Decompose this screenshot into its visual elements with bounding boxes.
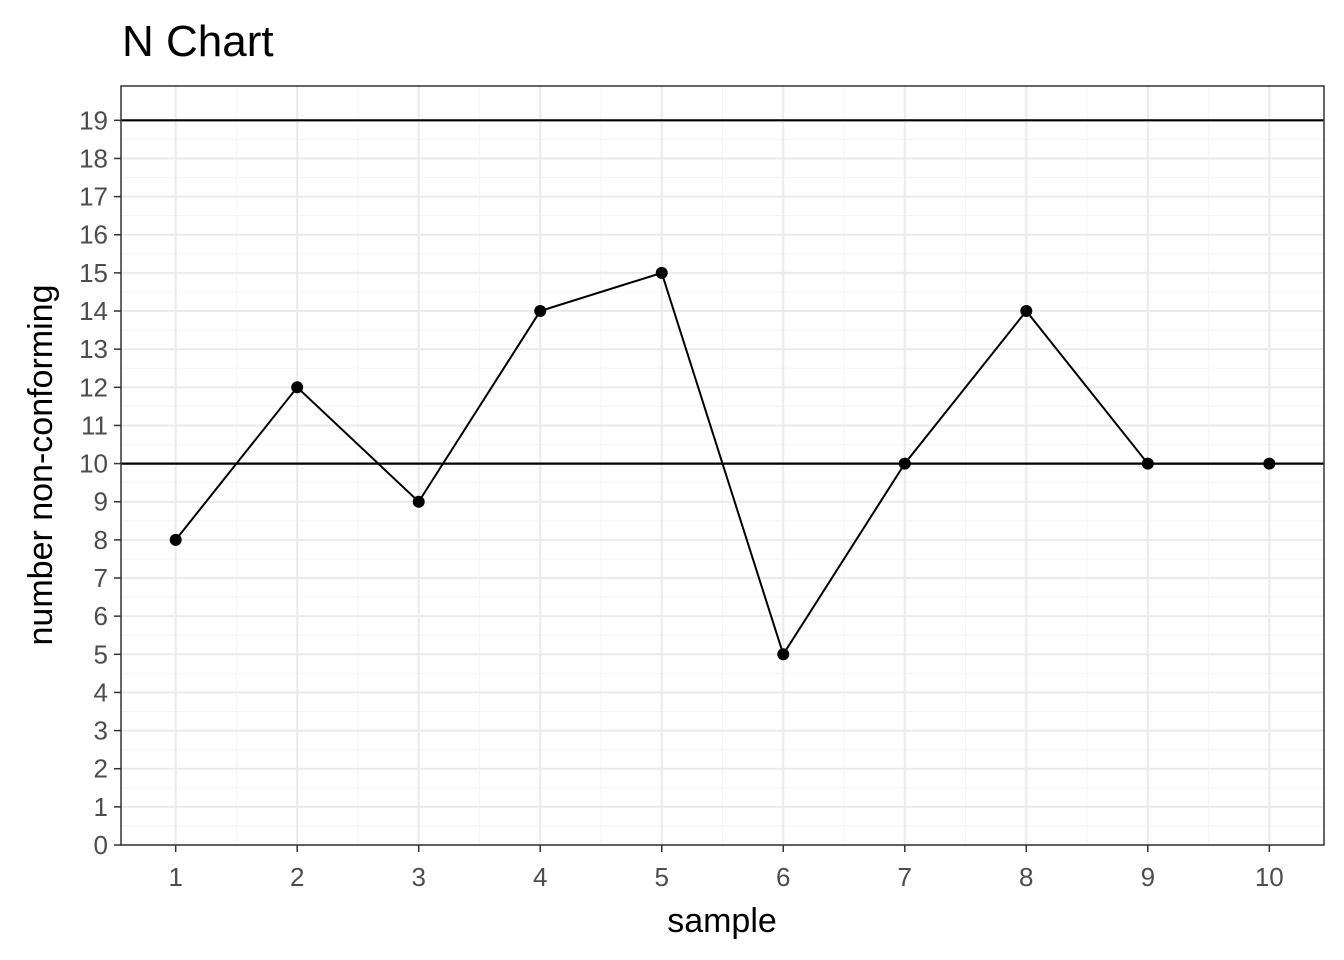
chart-title: N Chart <box>122 17 274 66</box>
y-axis-label: number non-conforming <box>22 285 60 646</box>
y-tick-label: 12 <box>79 372 108 402</box>
y-tick-label: 0 <box>94 830 108 860</box>
x-tick-label: 9 <box>1141 862 1155 892</box>
data-point <box>898 457 911 470</box>
x-tick-label: 3 <box>411 862 425 892</box>
data-points <box>169 266 1276 661</box>
y-tick-label: 6 <box>94 601 108 631</box>
data-point <box>1263 457 1276 470</box>
x-tick-label: 10 <box>1255 862 1284 892</box>
x-tick-label: 1 <box>168 862 182 892</box>
data-point <box>412 495 425 508</box>
y-tick-label: 10 <box>79 449 108 479</box>
y-tick-label: 1 <box>94 792 108 822</box>
panel-border <box>120 85 1325 846</box>
y-tick-label: 16 <box>79 220 108 250</box>
data-point <box>1020 305 1033 318</box>
x-tick-label: 2 <box>290 862 304 892</box>
x-axis-label: sample <box>667 902 777 940</box>
y-tick-label: 13 <box>79 334 108 364</box>
x-tick-label: 5 <box>655 862 669 892</box>
y-tick-label: 2 <box>94 754 108 784</box>
y-tick-label: 5 <box>94 639 108 669</box>
x-axis: 1 2 3 4 5 6 7 8 9 10 <box>168 845 1284 892</box>
y-tick-label: 18 <box>79 143 108 173</box>
y-tick-label: 3 <box>94 716 108 746</box>
y-tick-label: 11 <box>81 410 108 440</box>
series-line <box>174 271 1270 657</box>
grid-minor <box>121 86 1324 845</box>
y-tick-label: 17 <box>79 182 108 212</box>
data-point <box>534 305 547 318</box>
y-tick-label: 8 <box>94 525 108 555</box>
x-tick-label: 6 <box>776 862 790 892</box>
y-tick-label: 15 <box>79 258 108 288</box>
x-tick-label: 4 <box>533 862 547 892</box>
x-tick-label: 7 <box>898 862 912 892</box>
y-tick-label: 14 <box>79 296 108 326</box>
data-point <box>655 266 668 279</box>
y-tick-label: 7 <box>94 563 108 593</box>
data-point <box>1141 457 1154 470</box>
x-tick-label: 8 <box>1019 862 1033 892</box>
data-point <box>169 533 182 546</box>
series-line-group <box>174 271 1270 657</box>
y-tick-label: 19 <box>79 105 108 135</box>
data-point <box>777 648 790 661</box>
y-tick-label: 4 <box>94 677 108 707</box>
y-tick-label: 9 <box>94 487 108 517</box>
data-point <box>291 381 304 394</box>
